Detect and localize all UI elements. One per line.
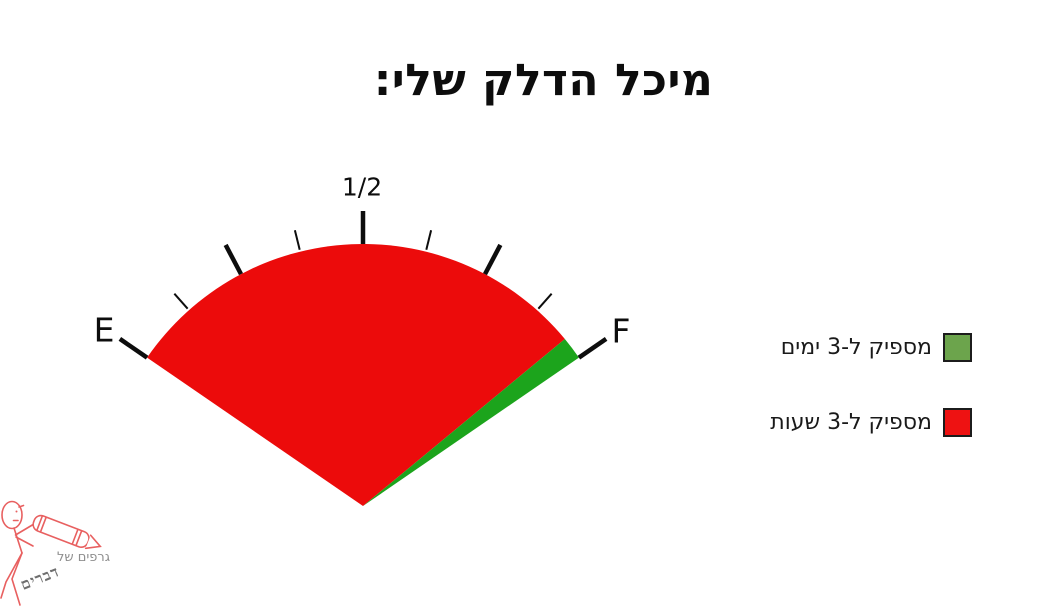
legend-label-green: מספיק ל-3 ימים [780,334,932,360]
gauge-label-empty: E [93,310,115,350]
legend-item-green: מספיק ל-3 ימים [770,332,972,362]
gauge-label-full: F [611,311,631,351]
gauge-label-half: 1/2 [341,172,383,202]
gauge-tick [425,230,433,250]
gauge-tick [223,243,244,276]
legend: מספיק ל-3 ימים מספיק ל-3 שעות [770,332,972,437]
chart-title: מיכל הדלק שלי: [373,55,714,106]
gauge-segment-0 [147,243,565,507]
watermark-text-line1: גרפים של [57,550,111,565]
gauge-tick [482,243,503,276]
gauge-tick [293,230,301,250]
legend-swatch-red-icon [943,407,972,437]
watermark-logo: גרפים של דברים [0,493,140,609]
legend-label-red: מספיק ל-3 שעות [770,409,932,435]
gauge-tick [118,337,149,360]
stick-figure-icon [0,500,102,606]
gauge-tick [577,337,608,360]
legend-swatch-green-icon [943,332,972,362]
gauge-tick [173,293,189,310]
gauge-tick [537,293,553,310]
legend-item-red: מספיק ל-3 שעות [770,407,972,437]
gauge-segment-1 [363,338,579,506]
